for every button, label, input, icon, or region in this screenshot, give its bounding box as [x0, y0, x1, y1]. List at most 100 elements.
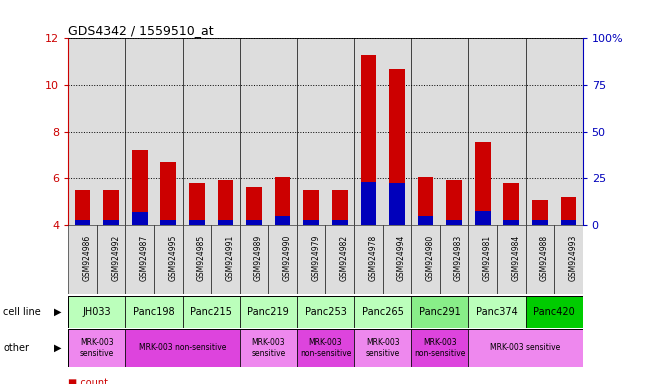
- Bar: [446, 180, 462, 225]
- Bar: [240, 296, 297, 328]
- Text: Panc198: Panc198: [133, 307, 175, 317]
- Bar: [561, 220, 576, 225]
- Text: GSM924994: GSM924994: [397, 235, 406, 281]
- Bar: [411, 329, 468, 367]
- Text: GSM924988: GSM924988: [540, 235, 549, 281]
- Bar: [126, 296, 183, 328]
- Text: GSM924979: GSM924979: [311, 235, 320, 281]
- Bar: [475, 211, 490, 225]
- Bar: [161, 162, 176, 225]
- Bar: [68, 329, 126, 367]
- Bar: [275, 177, 290, 225]
- Bar: [361, 55, 376, 225]
- Text: other: other: [3, 343, 29, 353]
- Bar: [503, 220, 519, 225]
- Bar: [383, 225, 411, 294]
- Bar: [132, 150, 148, 225]
- Bar: [240, 329, 297, 367]
- Text: Panc291: Panc291: [419, 307, 461, 317]
- Bar: [246, 187, 262, 225]
- Text: GSM924986: GSM924986: [83, 235, 92, 281]
- Bar: [354, 329, 411, 367]
- Bar: [183, 296, 240, 328]
- Bar: [104, 190, 119, 225]
- Bar: [525, 225, 554, 294]
- Bar: [383, 38, 411, 225]
- Bar: [275, 217, 290, 225]
- Bar: [104, 220, 119, 225]
- Bar: [503, 183, 519, 225]
- Bar: [240, 38, 268, 225]
- Bar: [418, 217, 434, 225]
- Bar: [525, 38, 554, 225]
- Bar: [154, 38, 183, 225]
- Text: MRK-003
non-sensitive: MRK-003 non-sensitive: [300, 338, 351, 358]
- Text: GSM924978: GSM924978: [368, 235, 378, 281]
- Bar: [246, 220, 262, 225]
- Bar: [126, 225, 154, 294]
- Bar: [183, 225, 211, 294]
- Text: GSM924981: GSM924981: [482, 235, 492, 281]
- Bar: [440, 225, 468, 294]
- Bar: [326, 38, 354, 225]
- Bar: [75, 220, 90, 225]
- Bar: [211, 225, 240, 294]
- Bar: [217, 220, 233, 225]
- Bar: [189, 220, 205, 225]
- Bar: [332, 190, 348, 225]
- Text: MRK-003
sensitive: MRK-003 sensitive: [251, 338, 286, 358]
- Text: ■ count: ■ count: [68, 378, 108, 384]
- Bar: [68, 225, 97, 294]
- Bar: [303, 220, 319, 225]
- Bar: [468, 329, 583, 367]
- Bar: [126, 38, 154, 225]
- Bar: [268, 225, 297, 294]
- Bar: [446, 220, 462, 225]
- Text: GDS4342 / 1559510_at: GDS4342 / 1559510_at: [68, 24, 214, 37]
- Bar: [154, 225, 183, 294]
- Text: ▶: ▶: [54, 343, 62, 353]
- Bar: [532, 200, 547, 225]
- Bar: [468, 296, 525, 328]
- Bar: [411, 296, 468, 328]
- Text: GSM924985: GSM924985: [197, 235, 206, 281]
- Bar: [183, 38, 211, 225]
- Bar: [554, 38, 583, 225]
- Bar: [475, 142, 490, 225]
- Text: GSM924992: GSM924992: [111, 235, 120, 281]
- Bar: [354, 225, 383, 294]
- Text: GSM924984: GSM924984: [511, 235, 520, 281]
- Bar: [126, 329, 240, 367]
- Bar: [297, 329, 354, 367]
- Bar: [68, 38, 97, 225]
- Bar: [217, 180, 233, 225]
- Bar: [240, 225, 268, 294]
- Text: Panc374: Panc374: [476, 307, 518, 317]
- Bar: [497, 225, 525, 294]
- Text: ▶: ▶: [54, 307, 62, 317]
- Bar: [389, 183, 405, 225]
- Bar: [161, 220, 176, 225]
- Text: MRK-003
sensitive: MRK-003 sensitive: [80, 338, 114, 358]
- Bar: [97, 38, 126, 225]
- Bar: [468, 225, 497, 294]
- Bar: [303, 190, 319, 225]
- Bar: [75, 190, 90, 225]
- Bar: [332, 220, 348, 225]
- Bar: [97, 225, 126, 294]
- Bar: [411, 38, 440, 225]
- Text: GSM924983: GSM924983: [454, 235, 463, 281]
- Text: MRK-003
non-sensitive: MRK-003 non-sensitive: [414, 338, 465, 358]
- Text: Panc215: Panc215: [190, 307, 232, 317]
- Bar: [297, 38, 326, 225]
- Bar: [211, 38, 240, 225]
- Bar: [326, 225, 354, 294]
- Text: GSM924991: GSM924991: [225, 235, 234, 281]
- Text: GSM924989: GSM924989: [254, 235, 263, 281]
- Bar: [189, 183, 205, 225]
- Bar: [561, 197, 576, 225]
- Text: Panc420: Panc420: [533, 307, 575, 317]
- Bar: [354, 296, 411, 328]
- Text: GSM924987: GSM924987: [140, 235, 149, 281]
- Bar: [532, 220, 547, 225]
